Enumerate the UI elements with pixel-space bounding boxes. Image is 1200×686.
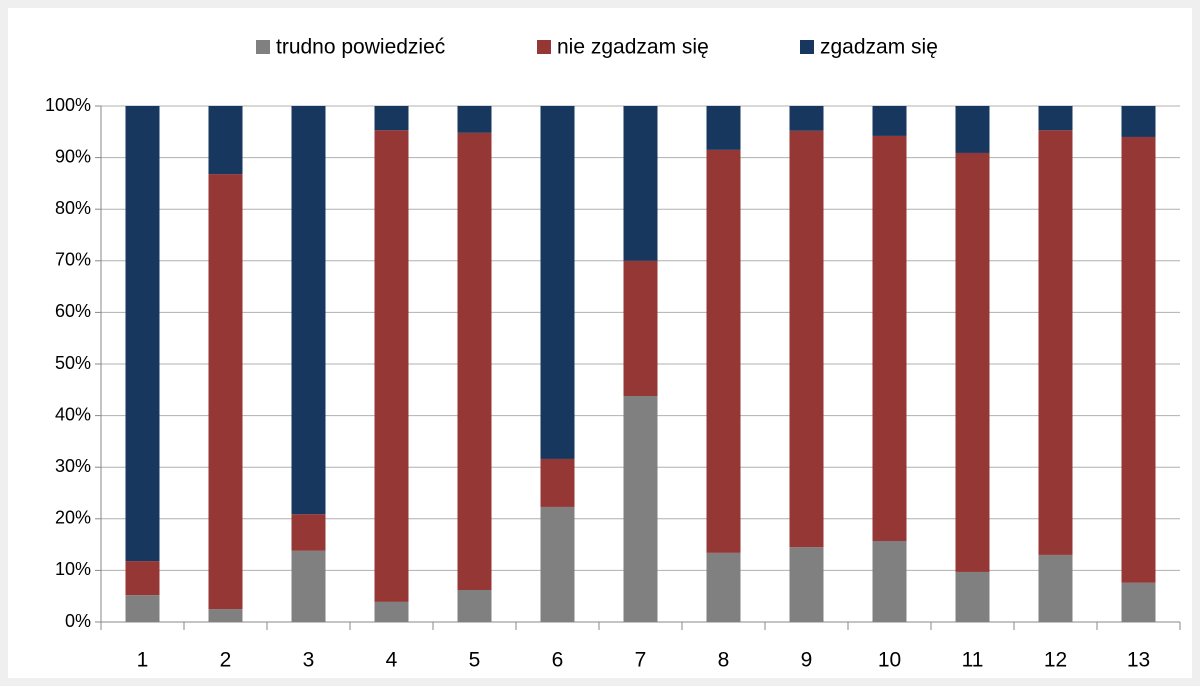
legend-label: zgadzam się bbox=[820, 36, 938, 59]
y-tick-label: 90% bbox=[55, 146, 91, 166]
y-tick-label: 30% bbox=[55, 456, 91, 476]
y-tick-label: 20% bbox=[55, 508, 91, 528]
x-tick-label: 2 bbox=[220, 649, 232, 672]
x-tick-label: 9 bbox=[801, 649, 813, 672]
bar bbox=[1121, 136, 1156, 583]
legend-label: nie zgadzam się bbox=[557, 36, 709, 59]
bar bbox=[955, 106, 990, 153]
bar bbox=[125, 595, 160, 622]
x-tick-label: 12 bbox=[1044, 649, 1067, 672]
bar bbox=[623, 260, 658, 396]
bar bbox=[955, 571, 990, 622]
bar bbox=[706, 149, 741, 553]
bar bbox=[540, 106, 575, 459]
legend-swatch bbox=[800, 40, 814, 54]
legend-swatch bbox=[537, 40, 551, 54]
y-tick-label: 100% bbox=[45, 95, 91, 115]
y-tick-label: 80% bbox=[55, 198, 91, 218]
bar bbox=[1038, 106, 1073, 131]
y-tick-label: 0% bbox=[65, 611, 91, 631]
bar bbox=[374, 106, 409, 131]
x-tick-label: 4 bbox=[386, 649, 398, 672]
bar bbox=[374, 601, 409, 622]
bar bbox=[872, 135, 907, 541]
bar bbox=[125, 106, 160, 562]
chart-area bbox=[8, 8, 1192, 678]
bar bbox=[706, 552, 741, 622]
x-tick-label: 10 bbox=[878, 649, 901, 672]
bar bbox=[1121, 106, 1156, 137]
bar bbox=[374, 130, 409, 602]
bar bbox=[789, 106, 824, 131]
bar bbox=[208, 609, 243, 622]
bar bbox=[872, 540, 907, 622]
x-tick-label: 5 bbox=[469, 649, 481, 672]
bar bbox=[540, 458, 575, 507]
x-tick-label: 1 bbox=[137, 649, 149, 672]
bar bbox=[872, 106, 907, 136]
x-tick-label: 13 bbox=[1127, 649, 1150, 672]
legend-swatch bbox=[256, 40, 270, 54]
x-tick-label: 7 bbox=[635, 649, 647, 672]
y-tick-label: 40% bbox=[55, 404, 91, 424]
bar bbox=[457, 106, 492, 133]
y-tick-label: 10% bbox=[55, 559, 91, 579]
bar bbox=[291, 514, 326, 551]
bar bbox=[955, 152, 990, 572]
bar bbox=[1121, 582, 1156, 622]
bar bbox=[1038, 130, 1073, 555]
bar bbox=[789, 130, 824, 548]
x-tick-label: 11 bbox=[962, 649, 984, 672]
bar bbox=[457, 590, 492, 622]
bar bbox=[1038, 554, 1073, 622]
bar bbox=[457, 132, 492, 591]
bar bbox=[540, 506, 575, 622]
bar bbox=[208, 106, 243, 175]
bar bbox=[623, 106, 658, 261]
y-tick-label: 70% bbox=[55, 250, 91, 270]
y-tick-label: 50% bbox=[55, 353, 91, 373]
bar bbox=[125, 561, 160, 596]
legend-label: trudno powiedzieć bbox=[276, 36, 445, 59]
bar bbox=[789, 547, 824, 622]
y-tick-label: 60% bbox=[55, 301, 91, 321]
x-tick-label: 3 bbox=[303, 649, 315, 672]
bar bbox=[623, 395, 658, 622]
x-tick-label: 6 bbox=[552, 649, 564, 672]
bar bbox=[706, 106, 741, 150]
bar bbox=[208, 174, 243, 610]
x-tick-label: 8 bbox=[718, 649, 730, 672]
bar bbox=[291, 550, 326, 622]
bar bbox=[291, 106, 326, 515]
